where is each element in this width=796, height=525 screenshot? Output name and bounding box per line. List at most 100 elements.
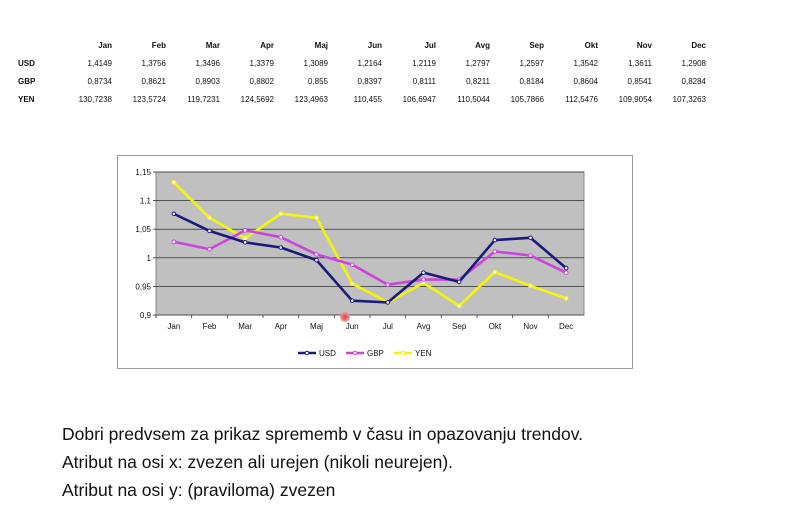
data-point-gbp (314, 252, 319, 257)
x-tick-label: Jan (167, 322, 180, 331)
table-cell: 1,3089 (303, 58, 328, 68)
month-header: Mar (205, 40, 220, 50)
table-cell: 1,3756 (141, 58, 166, 68)
note-line: Atribut na osi y: (praviloma) zvezen (62, 480, 336, 500)
table-cell: 1,3379 (249, 58, 274, 68)
data-point-yen (171, 179, 177, 185)
series-line-gbp (173, 229, 567, 286)
x-tick-label: Sep (452, 322, 467, 331)
table-corner (18, 36, 58, 54)
table-cell: 1,3542 (573, 58, 598, 68)
line-chart-svg: 0,9 0,95 1 1,05 1,1 1,15 Jan Feb Mar Apr Maj Jun Jul… (135, 168, 585, 358)
legend-label-yen: YEN (415, 349, 432, 358)
month-header: Dec (691, 40, 706, 50)
table-row: GBP 0,8734 0,8621 0,8903 0,8802 0,855 0,… (18, 72, 706, 90)
table-cell: 110,5044 (457, 94, 490, 104)
table-cell: 0,855 (307, 76, 328, 86)
table-cell: 0,8211 (466, 76, 490, 86)
data-point-yen (528, 283, 533, 289)
table-cell: 107,3263 (672, 94, 706, 104)
table-row: YEN 130,7238 123,5724 119,7231 124,5692 … (18, 90, 706, 108)
y-tick-label: 1,15 (135, 168, 151, 177)
data-point-gbp (278, 234, 284, 240)
data-point-usd (492, 237, 498, 243)
data-point-usd (314, 257, 319, 263)
table-cell: 119,7231 (187, 94, 220, 104)
table-cell: 106,6947 (402, 94, 436, 104)
month-header: Okt (584, 40, 598, 50)
x-tick-label: Jul (383, 322, 393, 331)
data-point-gbp (242, 228, 248, 233)
row-label: USD (18, 58, 35, 68)
month-header: Jun (367, 40, 382, 50)
month-header: Avg (475, 40, 490, 50)
data-point-usd (171, 211, 177, 217)
table-cell: 0,8397 (357, 76, 382, 86)
data-point-gbp (385, 282, 391, 287)
y-tick-label: 0,95 (135, 282, 151, 291)
legend-marker-yen (400, 350, 406, 356)
table-cell: 123,5724 (132, 94, 166, 104)
table-cell: 123,4963 (294, 94, 328, 104)
table-cell: 1,2908 (681, 58, 706, 68)
table-cell: 0,8621 (141, 76, 166, 86)
data-point-gbp (421, 277, 426, 282)
month-header: Apr (260, 40, 274, 50)
table-cell: 1,2164 (357, 58, 382, 68)
data-point-usd (456, 279, 462, 285)
row-label: GBP (18, 76, 36, 86)
y-tick-label: 0,9 (140, 311, 152, 320)
x-tick-label: Okt (489, 322, 502, 331)
x-tick-label: Apr (275, 322, 288, 331)
data-point-yen (563, 296, 569, 301)
x-tick-label: Jun (346, 322, 359, 331)
data-point-gbp (563, 270, 569, 275)
data-point-gbp (171, 239, 177, 245)
month-header: Feb (151, 40, 166, 50)
table-cell: 1,3496 (195, 58, 220, 68)
table-row: USD 1,4149 1,3756 1,3496 1,3379 1,3089 1… (18, 54, 706, 72)
month-header: Maj (314, 40, 328, 50)
data-point-usd (278, 245, 284, 250)
y-tick-label: 1,1 (140, 197, 152, 206)
table-header-row: Jan Feb Mar Apr Maj Jun Jul Avg Sep Okt … (18, 36, 706, 54)
data-point-usd (528, 235, 533, 241)
data-point-usd (349, 298, 355, 303)
month-header: Nov (636, 40, 652, 50)
table-cell: 0,8802 (249, 76, 274, 86)
y-tick-label: 1 (147, 254, 152, 263)
exchange-rate-table: Jan Feb Mar Apr Maj Jun Jul Avg Sep Okt … (18, 36, 706, 108)
data-point-usd (563, 265, 569, 271)
legend-label-gbp: GBP (367, 349, 384, 358)
table-cell: 0,8184 (519, 76, 544, 86)
table-cell: 0,8111 (412, 76, 436, 86)
data-point-yen (314, 215, 319, 221)
table-cell: 110,455 (353, 94, 382, 104)
data-point-yen (349, 281, 355, 286)
y-tick-label: 1,05 (135, 225, 151, 234)
table-cell: 0,8604 (573, 76, 598, 86)
data-point-gbp (528, 253, 533, 258)
series-line-usd (173, 212, 568, 304)
legend-label-usd: USD (319, 349, 336, 358)
table-cell: 0,8734 (87, 76, 112, 86)
data-point-gbp (492, 249, 498, 254)
table-cell: 124,5692 (240, 94, 274, 104)
table-cell: 130,7238 (78, 94, 112, 104)
note-line: Atribut na osi x: zvezen ali urejen (nik… (62, 452, 454, 472)
table-cell: 1,2797 (465, 58, 490, 68)
month-header: Jan (98, 40, 112, 50)
x-tick-label: Avg (417, 322, 431, 331)
data-point-yen (456, 303, 462, 309)
data-point-usd (207, 228, 212, 234)
x-tick-label: Dec (559, 322, 573, 331)
row-label: YEN (18, 94, 35, 104)
table-cell: 0,8903 (195, 76, 220, 86)
data-point-gbp (207, 246, 212, 252)
month-header: Jul (424, 40, 436, 50)
table-cell: 1,3611 (628, 58, 652, 68)
table-cell: 1,2119 (412, 58, 436, 68)
legend-marker-usd (304, 350, 310, 356)
data-point-yen (492, 269, 498, 275)
x-tick-label: Mar (238, 322, 252, 331)
